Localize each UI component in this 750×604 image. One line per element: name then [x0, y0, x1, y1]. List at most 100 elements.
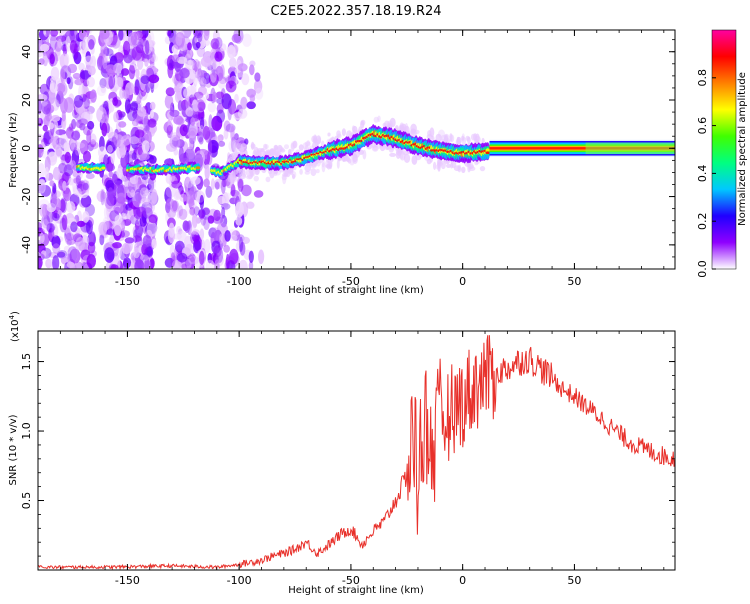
noise-speckle: [233, 30, 244, 44]
noise-speckle: [112, 242, 122, 249]
noise-speckle: [164, 35, 173, 45]
y-tick-label: 0.5: [20, 492, 33, 510]
ridge-halo-speckle: [473, 133, 478, 142]
spectral-ridge: [76, 124, 490, 178]
noise-speckle: [253, 190, 264, 198]
ridge-halo-speckle: [284, 144, 289, 150]
noise-speckle: [109, 235, 115, 244]
noise-speckle: [119, 88, 125, 99]
ridge-halo-speckle: [440, 134, 447, 141]
noise-speckle: [149, 101, 156, 110]
spectrogram-frame: [37, 29, 676, 270]
ridge-halo-speckle: [400, 124, 404, 131]
noise-speckle: [102, 54, 108, 70]
noise-speckle: [150, 188, 158, 204]
ridge-halo-speckle: [461, 135, 465, 141]
noise-speckle: [75, 148, 81, 156]
spectrogram-plot-area: [38, 30, 675, 269]
noise-speckle: [128, 64, 136, 80]
noise-speckle: [189, 206, 196, 216]
ridge-halo-speckle: [440, 160, 446, 170]
noise-speckle: [110, 35, 121, 49]
noise-speckle: [67, 246, 78, 262]
noise-speckle: [248, 260, 254, 269]
noise-speckle: [168, 222, 175, 238]
noise-speckle: [166, 198, 175, 207]
ridge-halo-speckle: [413, 129, 420, 135]
noise-speckle: [170, 252, 176, 268]
snr-frame: [37, 330, 676, 571]
ridge-halo-speckle: [449, 134, 455, 143]
noise-speckle: [63, 187, 72, 202]
noise-speckle: [210, 68, 217, 83]
noise-speckle: [100, 42, 108, 58]
noise-speckle: [211, 240, 221, 254]
noise-speckle: [63, 97, 75, 113]
noise-speckle: [207, 139, 213, 155]
ridge-halo-speckle: [290, 141, 297, 150]
noise-speckle: [208, 114, 213, 130]
noise-speckle: [249, 94, 256, 102]
ridge-halo-speckle: [327, 132, 331, 137]
noise-speckle: [87, 241, 96, 254]
noise-speckle: [185, 107, 194, 117]
noise-speckle: [165, 201, 171, 214]
noise-speckle: [45, 30, 51, 38]
noise-speckle: [141, 140, 150, 153]
noise-speckle: [112, 97, 119, 106]
noise-speckle: [89, 231, 96, 246]
noise-speckle: [86, 254, 97, 269]
ridge-halo-speckle: [403, 153, 411, 163]
noise-speckle: [107, 187, 114, 202]
noise-speckle: [139, 153, 150, 161]
noise-speckle: [66, 261, 75, 269]
noise-speckle: [49, 137, 58, 146]
noise-speckle: [38, 179, 46, 194]
noise-speckle: [81, 42, 87, 58]
noise-speckle: [70, 221, 78, 233]
noise-speckle: [231, 33, 242, 44]
noise-speckle: [65, 36, 72, 52]
noise-speckle: [134, 79, 140, 95]
noise-speckle: [137, 30, 147, 36]
noise-speckle: [221, 206, 226, 219]
noise-speckle: [99, 234, 105, 246]
noise-speckle: [57, 38, 62, 49]
noise-speckle: [142, 114, 148, 127]
noise-speckle: [87, 65, 96, 76]
ridge-halo-speckle: [387, 120, 393, 129]
snr-x-axis-label: Height of straight line (km): [288, 585, 424, 596]
ridge-halo-speckle: [311, 135, 316, 143]
noise-speckle: [51, 224, 59, 238]
noise-speckle: [101, 122, 108, 137]
noise-speckle: [78, 62, 85, 71]
noise-speckle: [254, 87, 264, 100]
noise-speckle: [179, 124, 188, 137]
spectrogram-y-axis-label: Frequency (Hz): [8, 112, 19, 188]
noise-speckle: [216, 109, 226, 123]
noise-speckle: [151, 238, 157, 249]
noise-speckle: [173, 148, 179, 156]
noise-speckle: [203, 178, 210, 188]
noise-speckle: [193, 234, 198, 243]
noise-speckle: [164, 187, 172, 204]
noise-speckle: [169, 136, 181, 149]
noise-speckle: [84, 55, 94, 66]
noise-speckle: [110, 264, 119, 269]
noise-speckle: [150, 54, 158, 63]
noise-speckle: [199, 77, 207, 88]
noise-speckle: [114, 220, 122, 236]
noise-speckle: [217, 196, 226, 205]
noise-speckle: [148, 74, 160, 84]
noise-speckle: [200, 56, 212, 68]
noise-speckle: [71, 246, 78, 261]
noise-speckle: [166, 30, 172, 37]
ridge-halo-speckle: [371, 145, 379, 152]
noise-speckle: [183, 88, 191, 98]
noise-speckle: [69, 123, 73, 131]
noise-speckle: [190, 176, 201, 185]
noise-speckle: [129, 102, 139, 111]
ridge-halo-speckle: [373, 116, 379, 123]
noise-speckle: [49, 82, 58, 93]
noise-speckle: [200, 117, 205, 130]
